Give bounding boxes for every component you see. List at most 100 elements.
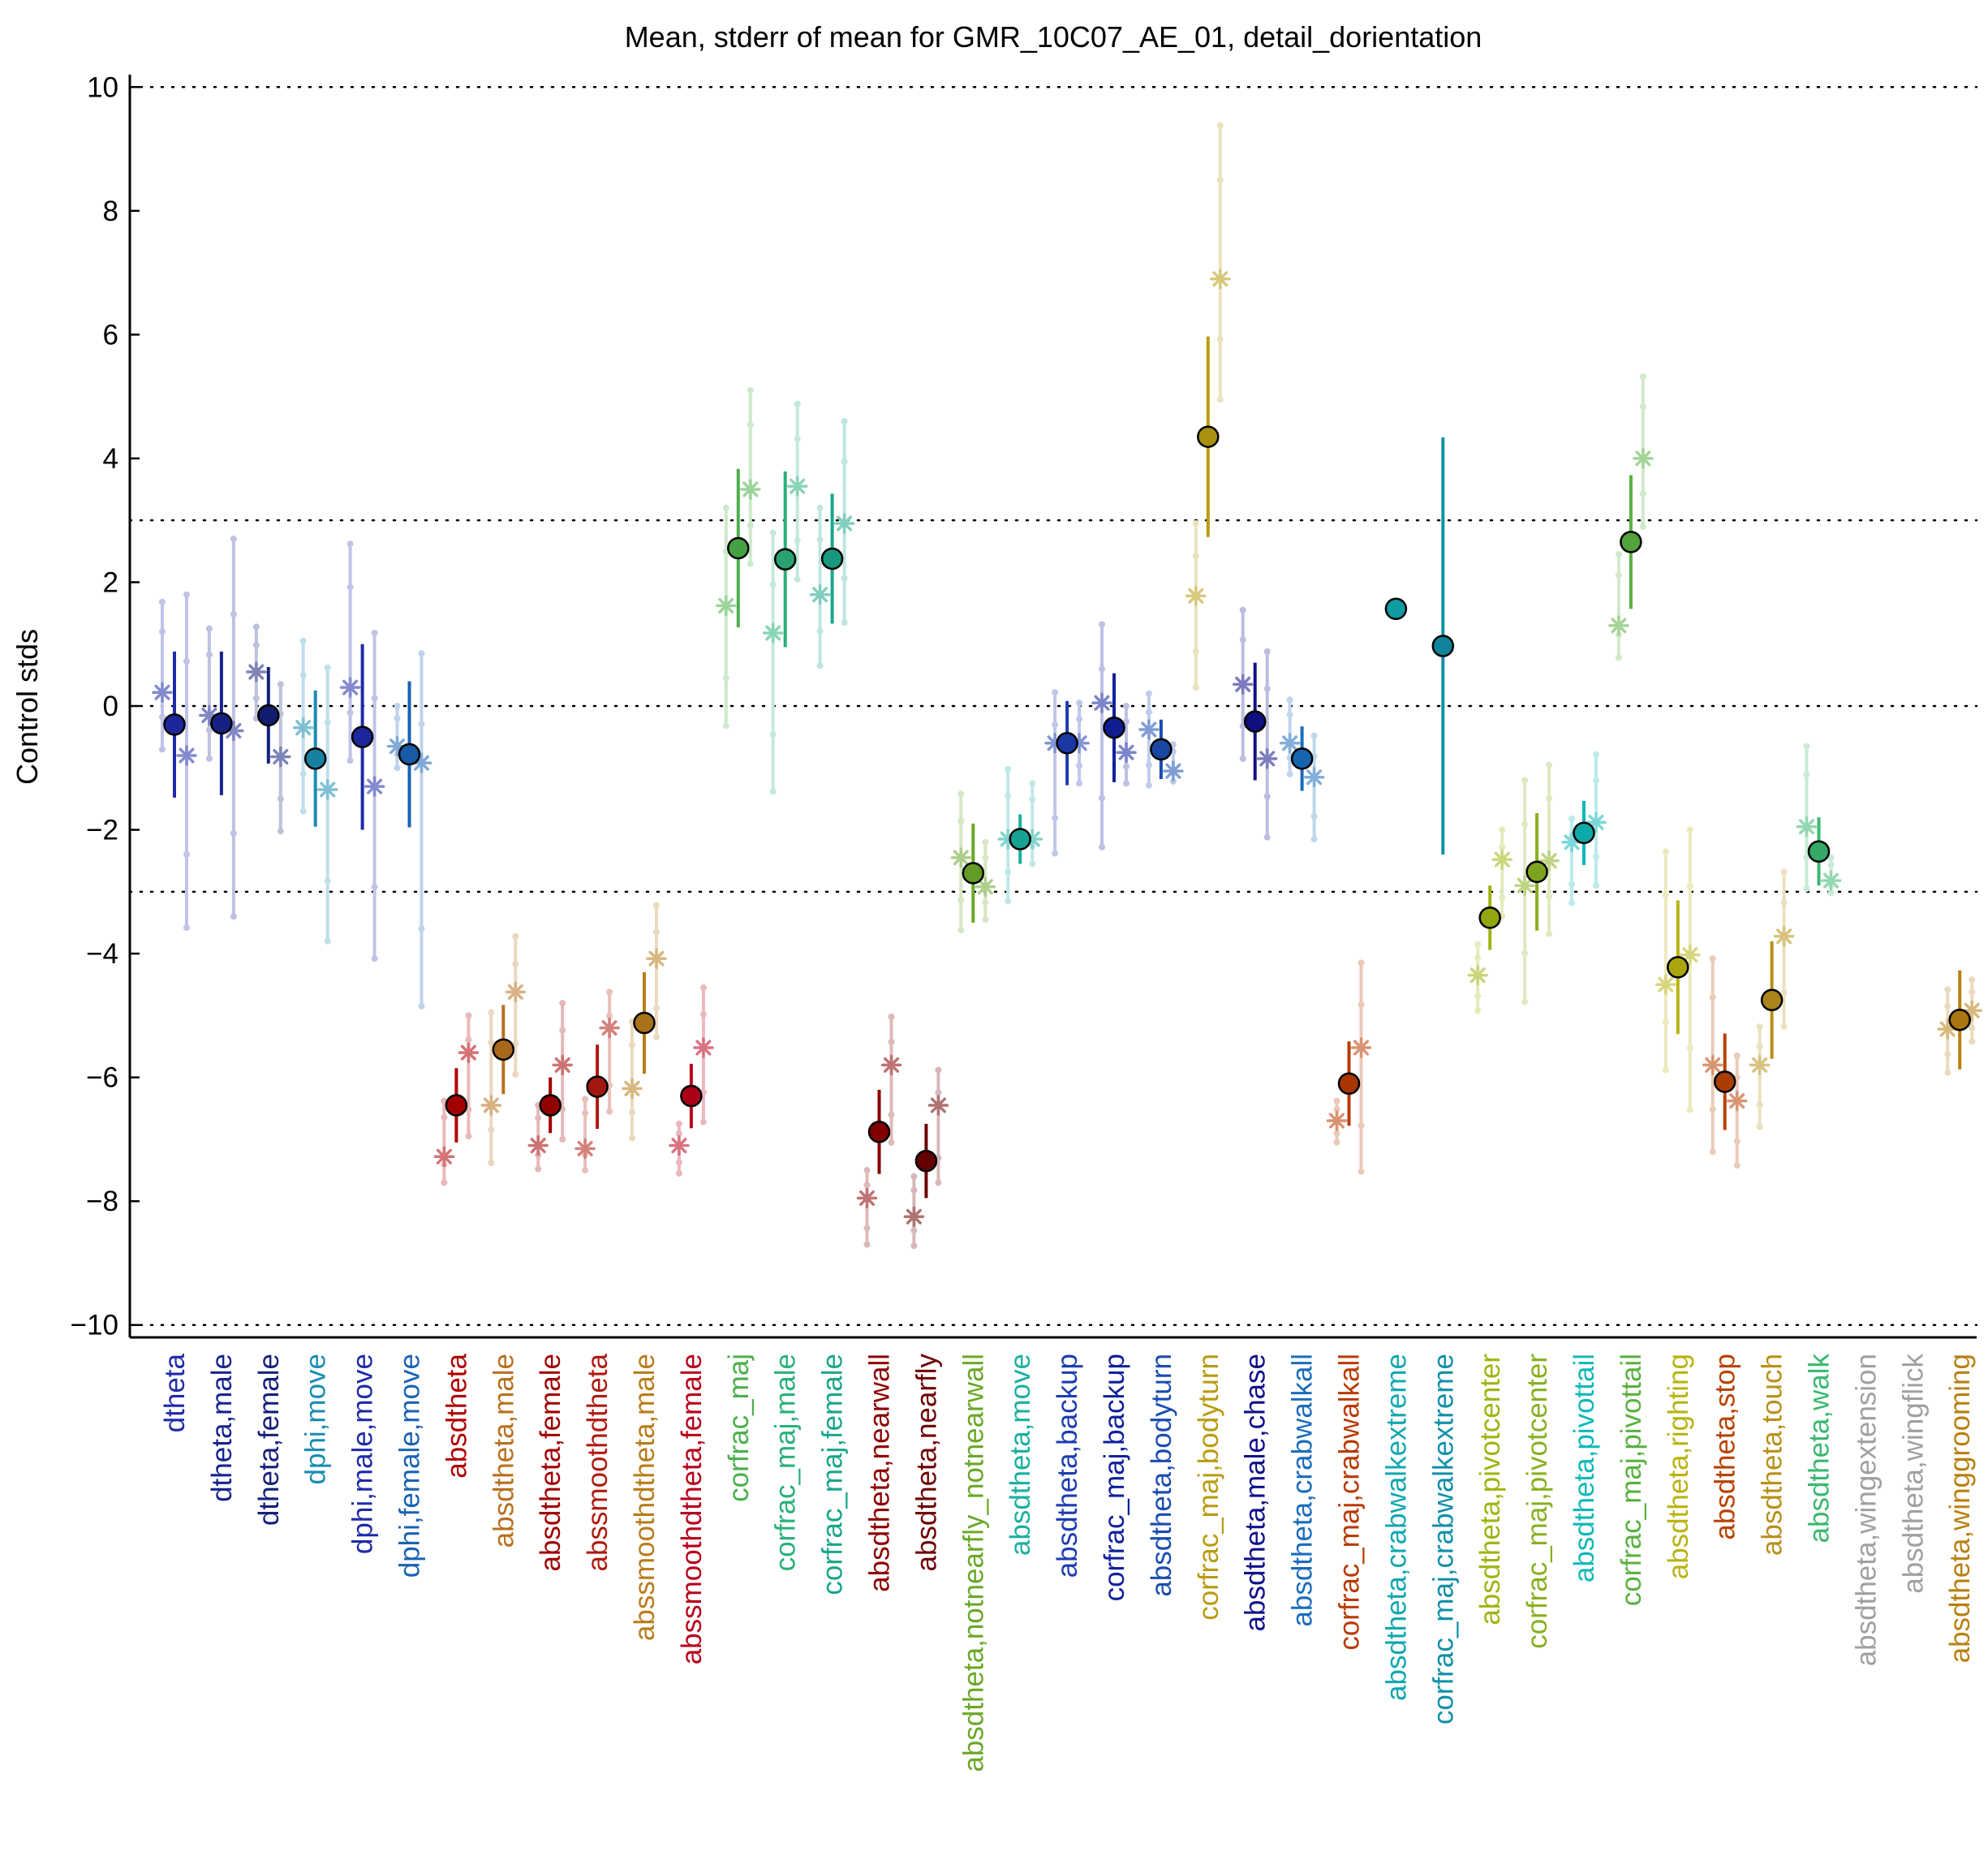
star-stroke [1212,271,1229,287]
control-mean-star [762,622,784,644]
control-dot [888,1038,895,1045]
control-dot [816,504,824,511]
control-dot [1052,721,1059,728]
control-dot [1944,1069,1951,1076]
control-dot [1756,1123,1763,1130]
category-group [622,902,667,1142]
control-dot [1969,1024,1976,1031]
y-tick-label: −6 [86,1062,118,1094]
y-tick-label: 8 [103,196,118,227]
control-dot [1192,519,1199,527]
star-stroke [1306,769,1323,786]
control-dot [957,927,965,934]
control-dot [324,877,331,885]
control-dot [935,1179,942,1186]
x-tick-label: absdtheta,crabwalkall [1287,1354,1319,1627]
control-dot [606,1108,613,1115]
control-dot [394,715,401,722]
category-group [1467,826,1513,1014]
category-group [1749,868,1795,1130]
y-ticks: 10 8 6 4 2 0 −2 −4 −6 −8 −10 [71,71,140,1341]
category-group [669,984,714,1177]
x-tick-label: dphi,female,move [394,1354,426,1578]
control-dot [722,504,729,511]
category-group [1608,373,1654,661]
mean-marker [680,1084,703,1108]
control-dot [1005,765,1012,773]
control-dot [1052,850,1059,857]
control-mean-star [1514,875,1535,896]
mean-marker [163,713,186,736]
x-tick-label: absdtheta,male [488,1354,519,1548]
control-dot [1756,1023,1763,1031]
control-dot [1733,1052,1741,1059]
control-mean-star [622,1078,643,1100]
control-dot [863,1167,871,1174]
mean-marker [773,548,797,570]
control-mean-star [574,1138,596,1160]
control-dot [1029,796,1036,803]
control-mean-star [552,1054,573,1076]
category-group [574,988,620,1174]
control-dot [769,731,777,738]
control-dot [675,1159,682,1166]
control-dot [1123,703,1130,709]
control-dot [1568,880,1575,888]
control-dot [1333,1139,1340,1146]
control-dot [1310,812,1318,820]
control-mean-star [1633,448,1654,469]
control-mean-star [1680,944,1701,966]
star-stroke [953,850,969,866]
control-dot [982,916,989,924]
star-stroke [790,478,806,494]
mean-marker [962,862,985,885]
control-mean-star [152,682,173,703]
control-mean-star [1138,719,1160,740]
control-dot [1310,835,1318,842]
control-dot [230,611,237,618]
control-dot [653,1005,660,1012]
control-dot [1827,854,1835,861]
control-dot [1499,843,1506,850]
control-dot [559,1000,566,1007]
mean-marker [914,1149,938,1173]
star-stroke [1682,947,1698,963]
control-dot [488,1159,495,1166]
control-dot [1662,1066,1669,1074]
star-stroke [648,950,665,967]
category-group [246,623,291,835]
control-dot [183,924,190,932]
category-group [950,790,996,934]
mean-marker [1478,906,1501,929]
control-mean-star [316,779,338,800]
star-stroke [1353,1040,1370,1056]
control-mean-star [716,595,737,617]
category-group [1091,621,1137,850]
star-stroke [765,625,781,641]
control-dot [371,695,378,702]
control-dot [159,746,166,753]
mean-marker [820,547,844,570]
y-tick-label: 6 [103,319,118,351]
control-dot [747,522,754,529]
control-mean-star [1163,760,1184,781]
control-dot [606,988,613,996]
control-dot [1593,777,1599,784]
mean-marker [586,1075,609,1098]
star-stroke [1188,588,1204,604]
control-mean-star [339,677,361,698]
control-dot [299,770,307,777]
category-group [1185,122,1231,691]
control-mean-star [246,661,267,682]
star-stroke [1328,1113,1345,1129]
control-dot [465,1036,472,1044]
control-dot [299,671,307,678]
control-dot [1145,781,1152,789]
category-group [339,540,385,962]
control-dot [394,764,401,772]
control-dot [863,1182,871,1189]
control-mean-star [1491,849,1513,870]
star-stroke [367,778,383,794]
star-stroke [273,749,289,765]
control-dot [1216,336,1224,343]
